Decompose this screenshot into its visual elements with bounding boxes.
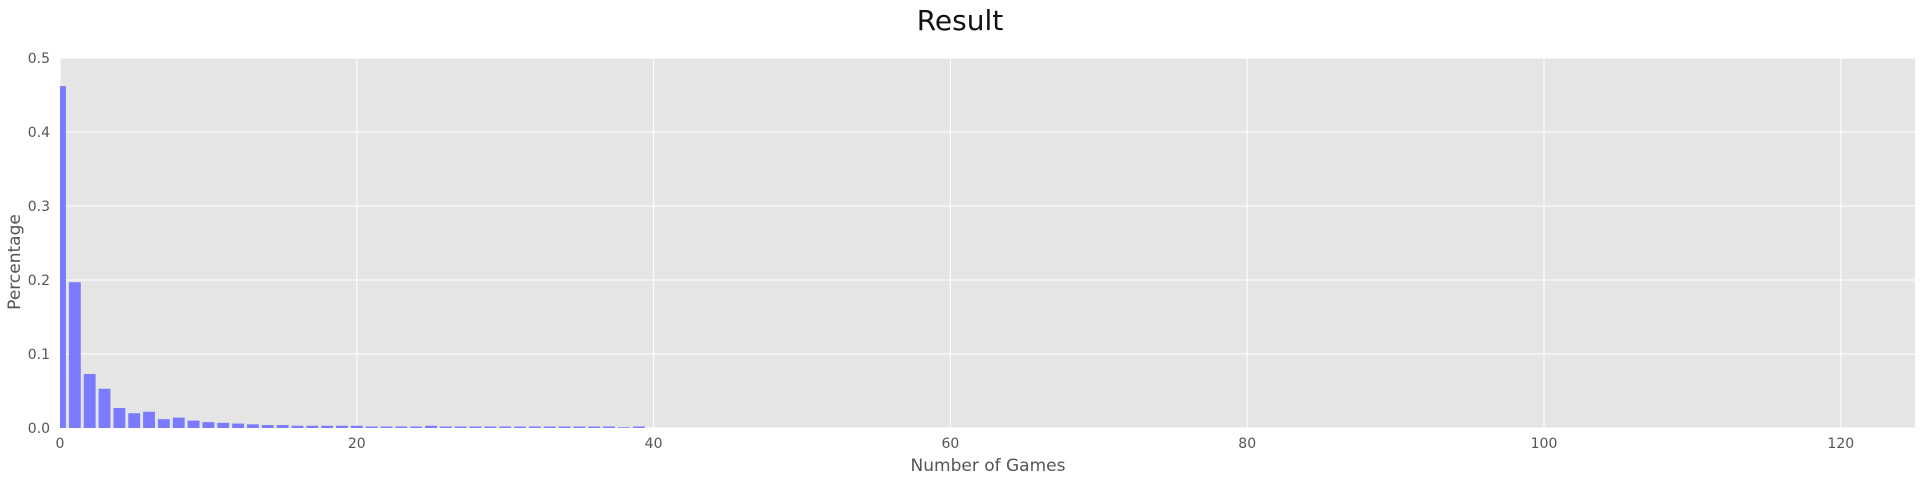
bar [128, 413, 141, 428]
bar [336, 425, 348, 428]
bar [543, 426, 556, 428]
bar [350, 425, 363, 428]
bars [60, 86, 645, 429]
bar [425, 425, 437, 428]
bar [217, 422, 230, 428]
bar [380, 426, 393, 428]
bar [499, 426, 512, 428]
bar [365, 426, 378, 428]
bar [573, 426, 586, 428]
y-tick-label: 0.2 [28, 273, 50, 289]
bar [528, 426, 541, 428]
bar [603, 426, 616, 428]
bar [439, 426, 452, 428]
bar [558, 426, 571, 428]
bar [410, 426, 423, 428]
y-tick-label: 0.5 [28, 51, 50, 67]
y-tick-label: 0.4 [28, 125, 50, 141]
bar [588, 426, 601, 428]
x-tick-label: 20 [348, 436, 366, 452]
bar [321, 425, 334, 428]
x-tick-label: 120 [1827, 436, 1854, 452]
bar [157, 419, 170, 428]
bar [246, 424, 259, 428]
bar [187, 420, 200, 428]
x-tick-label: 40 [645, 436, 663, 452]
y-tick-label: 0.3 [28, 199, 50, 215]
bar [83, 373, 96, 428]
bar [261, 425, 274, 428]
x-tick-label: 60 [941, 436, 959, 452]
bar [113, 408, 126, 428]
grid-lines [59, 57, 1915, 429]
bar [60, 86, 66, 429]
bar [306, 425, 319, 428]
x-tick-label: 100 [1531, 436, 1558, 452]
x-tick-label: 0 [56, 436, 65, 452]
bar [98, 388, 111, 428]
bar [232, 423, 245, 428]
bar [202, 422, 215, 428]
bar [514, 426, 526, 428]
bar [395, 426, 408, 428]
y-tick-label: 0.0 [28, 421, 50, 437]
bar [469, 426, 482, 428]
bar [276, 425, 289, 428]
bar [617, 427, 630, 428]
bar [68, 282, 81, 428]
x-tick-label: 80 [1238, 436, 1256, 452]
tick-labels: 0 20 40 60 80 100 120 0.0 0.1 0.2 0.3 0.4 0.5 [28, 51, 1854, 452]
bar [632, 426, 645, 428]
bar [143, 411, 155, 428]
bar [291, 425, 304, 428]
x-axis-title: Number of Games [911, 456, 1066, 476]
bar [172, 417, 185, 428]
bar [484, 426, 497, 428]
y-axis-title: Percentage [5, 214, 25, 310]
bar [454, 426, 467, 428]
chart-title: Result [917, 4, 1004, 37]
y-tick-label: 0.1 [28, 347, 50, 363]
plot-area [60, 58, 1915, 428]
